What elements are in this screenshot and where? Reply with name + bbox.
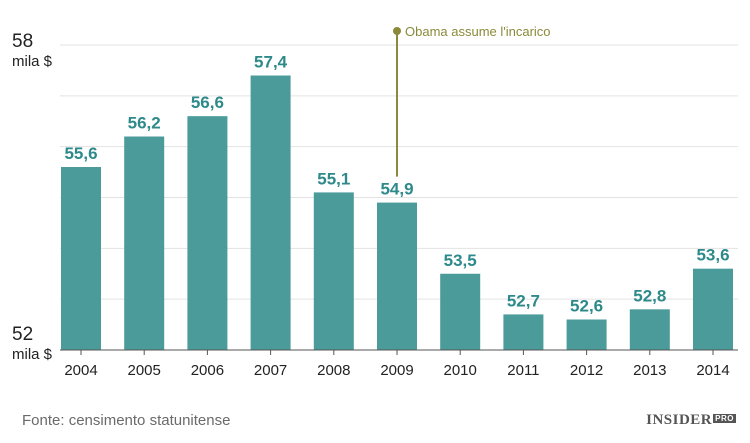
value-label-2005: 56,2 bbox=[128, 114, 161, 133]
x-tick-2013: 2013 bbox=[633, 362, 666, 379]
bar-2008 bbox=[313, 192, 354, 350]
brand-logo: INSIDER PRO bbox=[646, 412, 736, 429]
source-note: Fonte: censimento statunitense bbox=[22, 412, 231, 429]
y-max-unit: mila $ bbox=[12, 53, 53, 70]
brand-name: INSIDER bbox=[646, 412, 713, 428]
x-tick-labels: 2004 2005 2006 2007 2008 2009 2010 2011 2012 2013… bbox=[64, 350, 730, 379]
value-labels: 55,6 56,2 56,6 57,4 55,1 54,9 53,5 52,7 52,6 52,8… bbox=[64, 53, 729, 316]
bar-2014 bbox=[693, 268, 733, 350]
bars bbox=[61, 75, 733, 351]
x-tick-2004: 2004 bbox=[64, 362, 97, 379]
x-tick-2006: 2006 bbox=[191, 362, 224, 379]
value-label-2009: 54,9 bbox=[380, 180, 413, 199]
bar-2007 bbox=[250, 75, 291, 350]
gridlines bbox=[60, 44, 738, 300]
y-min-unit: mila $ bbox=[12, 346, 53, 363]
value-label-2013: 52,8 bbox=[633, 286, 666, 305]
value-label-2014: 53,6 bbox=[696, 246, 729, 265]
x-tick-2007: 2007 bbox=[254, 362, 287, 379]
bar-2004 bbox=[61, 167, 101, 350]
bar-2013 bbox=[629, 309, 670, 350]
x-tick-2009: 2009 bbox=[380, 362, 413, 379]
x-tick-2010: 2010 bbox=[444, 362, 477, 379]
x-tick-2011: 2011 bbox=[507, 362, 539, 379]
value-label-2008: 55,1 bbox=[317, 169, 350, 188]
bar-2009 bbox=[377, 202, 417, 350]
annotation-label: Obama assume l'incarico bbox=[405, 24, 551, 39]
bar-2005 bbox=[124, 136, 165, 350]
annotation-dot bbox=[393, 27, 401, 35]
value-label-2011: 52,7 bbox=[507, 291, 540, 310]
brand-badge: PRO bbox=[713, 414, 736, 423]
x-tick-2008: 2008 bbox=[317, 362, 350, 379]
x-tick-2014: 2014 bbox=[696, 362, 729, 379]
value-label-2010: 53,5 bbox=[444, 251, 477, 270]
x-tick-2012: 2012 bbox=[570, 362, 603, 379]
x-tick-2005: 2005 bbox=[128, 362, 161, 379]
y-min-value: 52 bbox=[12, 324, 33, 345]
value-label-2006: 56,6 bbox=[191, 93, 224, 112]
y-max-value: 58 bbox=[12, 31, 33, 52]
bar-2012 bbox=[566, 319, 607, 350]
bar-2006 bbox=[187, 116, 228, 351]
y-axis-labels: 58 mila $ 52 mila $ bbox=[12, 31, 53, 363]
bar-2011 bbox=[503, 314, 544, 350]
value-label-2012: 52,6 bbox=[570, 297, 603, 316]
bar-2010 bbox=[440, 273, 481, 350]
value-label-2004: 55,6 bbox=[64, 144, 97, 163]
annotation: Obama assume l'incarico bbox=[393, 24, 551, 177]
value-label-2007: 57,4 bbox=[254, 53, 288, 72]
